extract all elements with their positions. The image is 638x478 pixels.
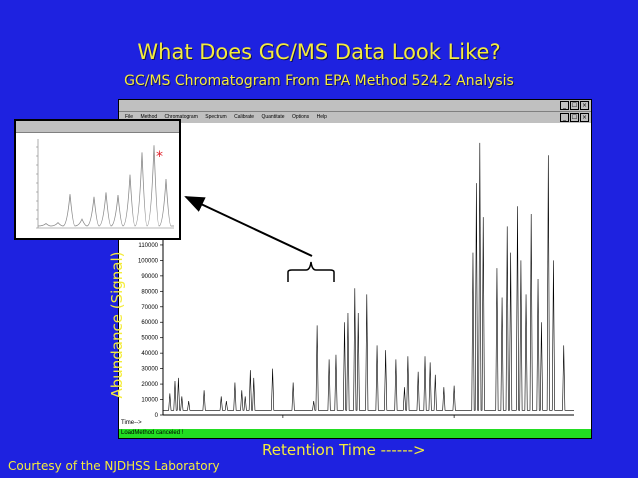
- y-axis-label: Abundance (Signal): [108, 251, 126, 399]
- inset-marker: *: [156, 149, 163, 165]
- menu-spectrum[interactable]: Spectrum: [205, 114, 227, 120]
- menu-quantitate[interactable]: Quantitate: [261, 114, 285, 120]
- menu-bar: File Method Chromatogram Spectrum Calibr…: [119, 112, 591, 123]
- chromatogram-window: _ ☐ × File Method Chromatogram Spectrum …: [118, 99, 592, 439]
- menu-help[interactable]: Help: [316, 114, 327, 120]
- chromatogram-trace: [163, 142, 574, 411]
- y-tick-label: 90000: [141, 274, 158, 280]
- y-tick-label: 100000: [138, 258, 159, 264]
- y-tick-label: 20000: [141, 382, 158, 388]
- y-tick-label: 60000: [141, 320, 158, 326]
- slide-subtitle: GC/MS Chromatogram From EPA Method 524.2…: [124, 73, 514, 89]
- menu-calibrate[interactable]: Calibrate: [234, 114, 255, 120]
- status-bar: LoadMethod canceled !: [119, 429, 591, 438]
- window-titlebar: _ ☐ ×: [119, 100, 591, 112]
- inset-titlebar: [16, 121, 179, 133]
- menu-chromatogram[interactable]: Chromatogram: [164, 114, 198, 120]
- inset-plot: *: [36, 139, 174, 229]
- y-tick-label: 110000: [138, 243, 158, 249]
- y-tick-label: 40000: [141, 351, 158, 357]
- y-tick-label: 80000: [141, 289, 158, 295]
- doc-close-button[interactable]: ×: [580, 113, 589, 122]
- document-controls: _ ☐ ×: [560, 113, 589, 122]
- maximize-button[interactable]: ☐: [570, 101, 579, 110]
- peak-bracket: [287, 261, 335, 282]
- window-controls: _ ☐ ×: [560, 101, 589, 110]
- menu-method[interactable]: Method: [140, 114, 158, 120]
- close-button[interactable]: ×: [580, 101, 589, 110]
- minimize-button[interactable]: _: [560, 101, 569, 110]
- y-tick-label: 10000: [141, 398, 158, 404]
- menu-options[interactable]: Options: [291, 114, 310, 120]
- credit-text: Courtesy of the NJDHSS Laboratory: [8, 459, 220, 473]
- zoom-inset: *: [14, 119, 181, 240]
- y-tick-label: 0: [155, 413, 159, 419]
- doc-minimize-button[interactable]: _: [560, 113, 569, 122]
- inset-trace: [37, 145, 174, 227]
- y-tick-label: 50000: [141, 336, 158, 342]
- y-tick-label: 70000: [141, 305, 158, 311]
- doc-maximize-button[interactable]: ☐: [570, 113, 579, 122]
- time-axis-label: Time-->: [121, 420, 142, 426]
- menu-file[interactable]: File: [125, 114, 134, 120]
- x-axis-label: Retention Time ------>: [262, 441, 426, 459]
- y-tick-label: 30000: [141, 367, 158, 373]
- slide-title: What Does GC/MS Data Look Like?: [137, 40, 501, 64]
